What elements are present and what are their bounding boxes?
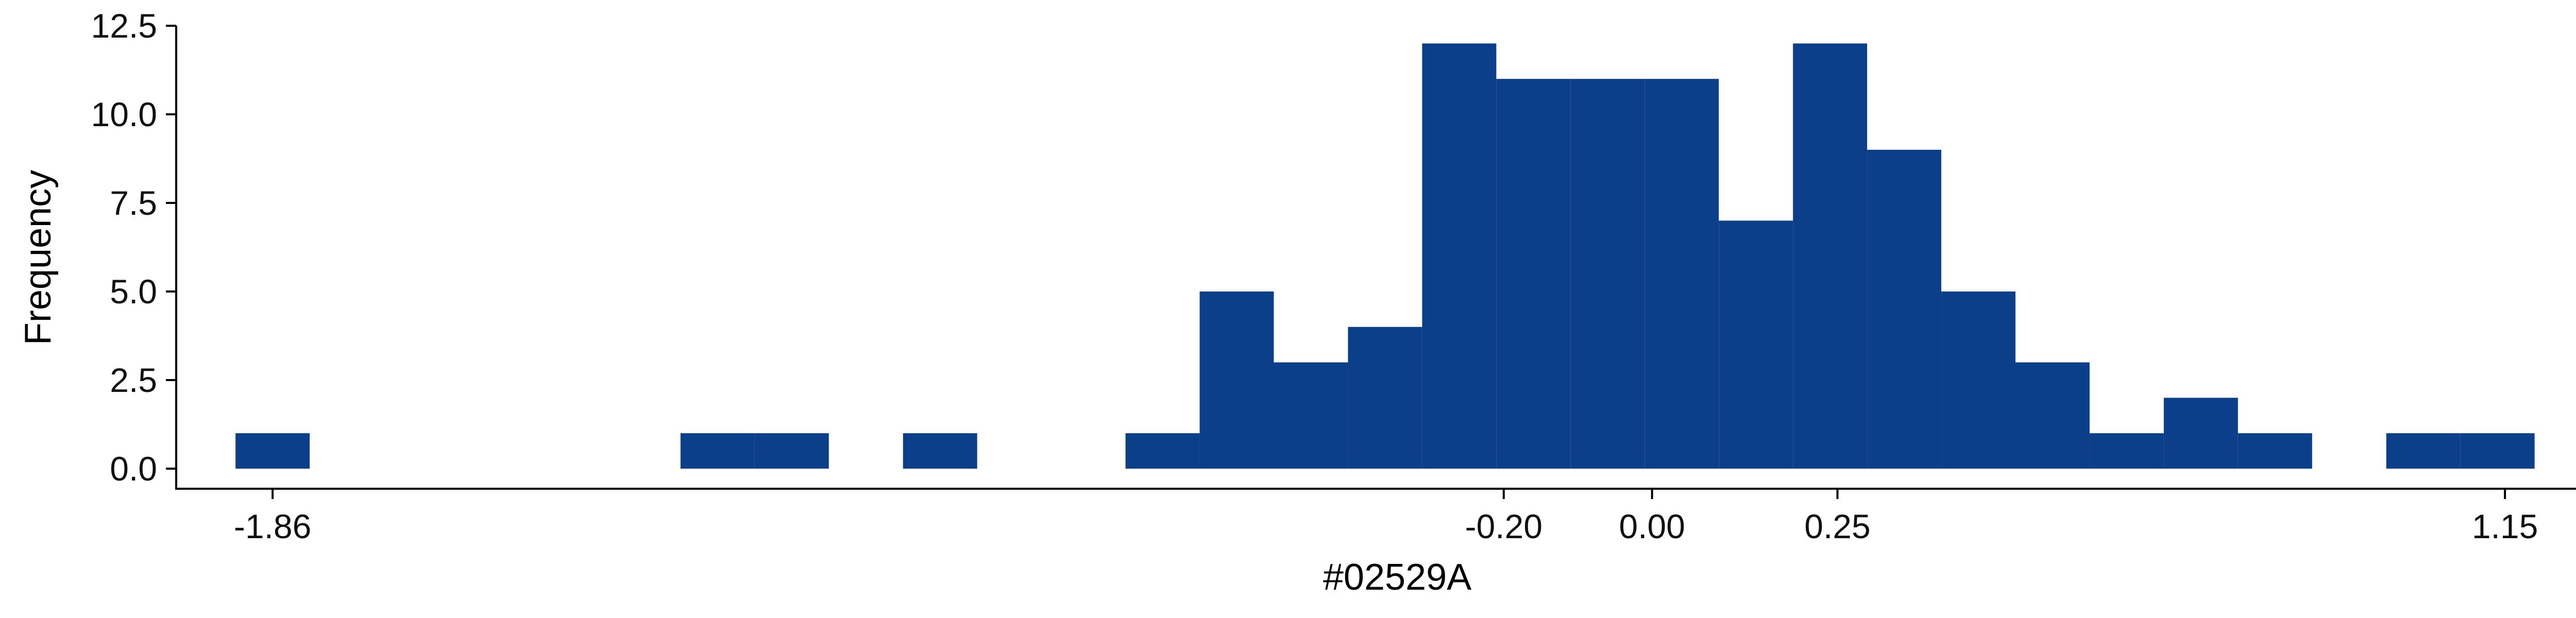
histogram-bar <box>1422 43 1497 469</box>
histogram-bar <box>2460 433 2535 469</box>
histogram-bar <box>1125 433 1200 469</box>
histogram-bar <box>2015 362 2090 469</box>
histogram-bar <box>1645 79 1719 469</box>
histogram-bar <box>235 433 310 469</box>
x-tick-label: -0.20 <box>1465 507 1543 545</box>
y-tick-label: 5.0 <box>110 272 157 311</box>
histogram-bar <box>1570 79 1645 469</box>
histogram-bar <box>680 433 755 469</box>
histogram-bar <box>1867 149 1942 469</box>
y-axis-ticks: 0.0 2.5 5.0 7.5 10.0 12.5 <box>91 7 176 488</box>
x-tick-label: 0.25 <box>1804 507 1870 545</box>
histogram-bar <box>1199 291 1274 469</box>
histogram-bar <box>903 433 977 469</box>
histogram-bar <box>1348 327 1422 469</box>
y-tick-label: 2.5 <box>110 361 157 399</box>
y-tick-label: 0.0 <box>110 450 157 488</box>
x-axis-ticks: -1.86 -0.20 0.00 0.25 1.15 <box>234 489 2538 545</box>
x-axis-title: #02529A <box>1323 557 1471 598</box>
histogram-bar <box>1793 43 1868 469</box>
y-tick-label: 7.5 <box>110 184 157 222</box>
histogram-bar <box>2386 433 2461 469</box>
histogram-bar <box>1719 220 1793 469</box>
histogram-bar <box>2089 433 2164 469</box>
y-tick-label: 10.0 <box>91 95 157 133</box>
y-tick-label: 12.5 <box>91 7 157 45</box>
x-tick-label: 0.00 <box>1619 507 1685 545</box>
histogram-bar <box>1941 291 2015 469</box>
histogram-bar <box>754 433 829 469</box>
histogram-bar <box>2163 398 2238 469</box>
x-tick-label: 1.15 <box>2472 507 2538 545</box>
histogram-bar <box>1496 79 1571 469</box>
y-axis-title: Frequency <box>18 170 59 345</box>
histogram-bar <box>2238 433 2312 469</box>
histogram-bars <box>235 43 2535 469</box>
x-tick-label: -1.86 <box>234 507 311 545</box>
histogram-bar <box>1274 362 1348 469</box>
